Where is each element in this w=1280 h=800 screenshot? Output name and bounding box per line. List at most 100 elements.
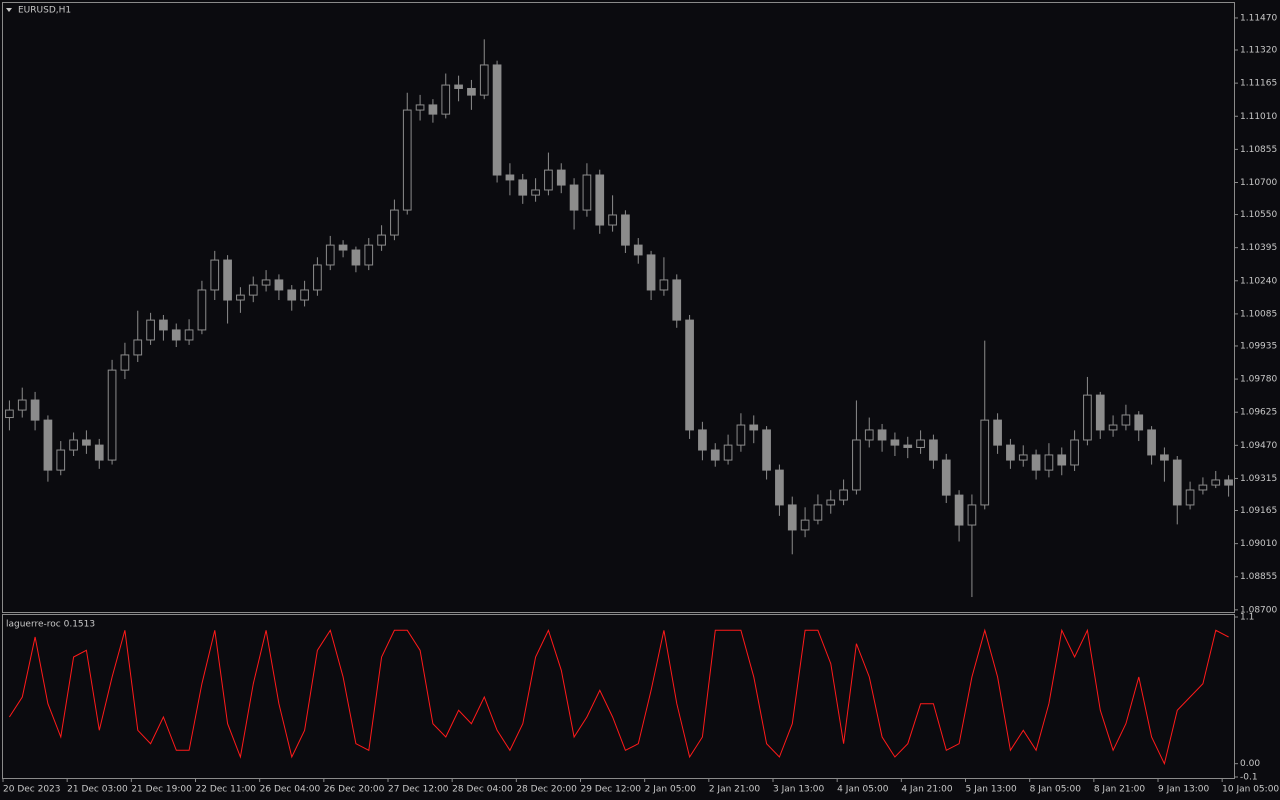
candle-body — [916, 439, 925, 448]
x-tick-label: 4 Jan 21:00 — [901, 785, 953, 795]
y-tick-label: 1.09010 — [1240, 539, 1277, 549]
candle-body — [993, 419, 1002, 446]
candle-body — [197, 289, 207, 331]
candle-body — [133, 339, 143, 356]
candle-body — [890, 439, 900, 446]
candle-body — [877, 429, 887, 441]
candle-body — [390, 209, 399, 236]
candle-body — [1211, 479, 1221, 486]
x-tick-label: 28 Dec 04:00 — [452, 785, 513, 795]
candle-body — [120, 354, 130, 371]
candle-body — [1185, 489, 1195, 506]
candle-body — [428, 104, 438, 115]
candle-body — [146, 319, 155, 341]
x-tick-label: 10 Jan 05:00 — [1222, 785, 1279, 795]
menu-triangle[interactable] — [6, 8, 12, 12]
candle-body — [313, 264, 322, 291]
candle-body — [800, 519, 810, 531]
y-tick-label: 1.11320 — [1240, 46, 1277, 56]
candle-body — [210, 259, 220, 291]
y-tick-label: 1.09625 — [1240, 408, 1277, 418]
candle-body — [1018, 454, 1028, 461]
candle-body — [492, 64, 502, 176]
candle-body — [531, 189, 540, 196]
candle-body — [159, 319, 168, 331]
main-pane-frame — [2, 2, 1235, 613]
candle-body — [1095, 394, 1105, 431]
y-tick-label: 1.1 — [1240, 613, 1254, 623]
candle-body — [1121, 414, 1131, 426]
x-tick-label: 21 Dec 03:00 — [67, 785, 128, 795]
candle-body — [223, 259, 232, 301]
x-tick-label: 9 Jan 13:00 — [1158, 785, 1210, 795]
candle-body — [441, 84, 451, 115]
candle-body — [762, 429, 771, 471]
candle-body — [723, 444, 733, 461]
candle-body — [787, 504, 797, 531]
candle-body — [954, 494, 964, 526]
y-tick-label: 1.10855 — [1240, 145, 1277, 155]
candle-body — [107, 369, 117, 461]
candle-body — [454, 84, 463, 89]
candle-body — [69, 439, 78, 451]
x-tick-label: 26 Dec 20:00 — [324, 785, 385, 795]
candle-body — [338, 244, 348, 251]
candle-body — [659, 279, 669, 291]
candle-body — [300, 289, 309, 301]
candle-body — [569, 184, 579, 211]
candle-body — [415, 104, 425, 111]
candle-body — [646, 254, 656, 291]
y-tick-label: 1.08700 — [1240, 605, 1277, 615]
candle-body — [1057, 454, 1067, 466]
candle-body — [1006, 444, 1015, 461]
candle-body — [672, 279, 682, 321]
y-tick-label: 0.00 — [1240, 759, 1260, 769]
y-tick-label: 1.10085 — [1240, 309, 1277, 319]
x-tick-label: 29 Dec 12:00 — [581, 785, 642, 795]
x-tick-label: 28 Dec 20:00 — [516, 785, 577, 795]
candle-body — [377, 234, 386, 246]
y-tick-label: 1.10700 — [1240, 178, 1277, 188]
candle-body — [544, 169, 553, 191]
y-tick-label: 1.11165 — [1240, 79, 1277, 89]
candle-body — [287, 289, 297, 301]
x-tick-label: 5 Jan 13:00 — [966, 785, 1018, 795]
candle-body — [685, 319, 694, 431]
candle-body — [1160, 454, 1169, 461]
candle-body — [274, 279, 284, 291]
candle-body — [467, 87, 476, 96]
candle-body — [1108, 424, 1118, 431]
candle-body — [1044, 454, 1054, 471]
candle-body — [1224, 479, 1233, 486]
candle-body — [1147, 429, 1156, 456]
candle-body — [775, 469, 784, 506]
x-tick-label: 27 Dec 12:00 — [388, 785, 449, 795]
candle-body — [325, 244, 335, 266]
candle-body — [1083, 394, 1092, 441]
indicator-pane-frame — [2, 614, 1235, 779]
candle-body — [633, 244, 643, 256]
candle-body — [171, 329, 181, 341]
indicator-title: laguerre-roc 0.1513 — [6, 620, 95, 630]
y-tick-label: 1.11470 — [1240, 13, 1277, 23]
candle-body — [351, 249, 361, 266]
y-tick-label: 1.08855 — [1240, 572, 1277, 582]
x-tick-label: 4 Jan 05:00 — [837, 785, 889, 795]
candle-body — [518, 179, 528, 196]
candle-body — [698, 429, 707, 451]
candle-body — [621, 214, 630, 246]
candle-body — [402, 109, 412, 211]
candle-body — [595, 174, 605, 226]
chart-title: EURUSD,H1 — [18, 6, 71, 16]
candle-body — [1031, 454, 1041, 471]
x-tick-label: 8 Jan 05:00 — [1030, 785, 1082, 795]
y-tick-label: 1.11010 — [1240, 112, 1277, 122]
candle-body — [94, 444, 104, 461]
candle-body — [1198, 484, 1208, 491]
y-tick-label: 1.10240 — [1240, 276, 1277, 286]
candle-body — [82, 439, 91, 446]
x-tick-label: 2 Jan 21:00 — [709, 785, 761, 795]
x-tick-label: 20 Dec 2023 — [3, 785, 61, 795]
y-tick-label: 1.10395 — [1240, 243, 1277, 253]
